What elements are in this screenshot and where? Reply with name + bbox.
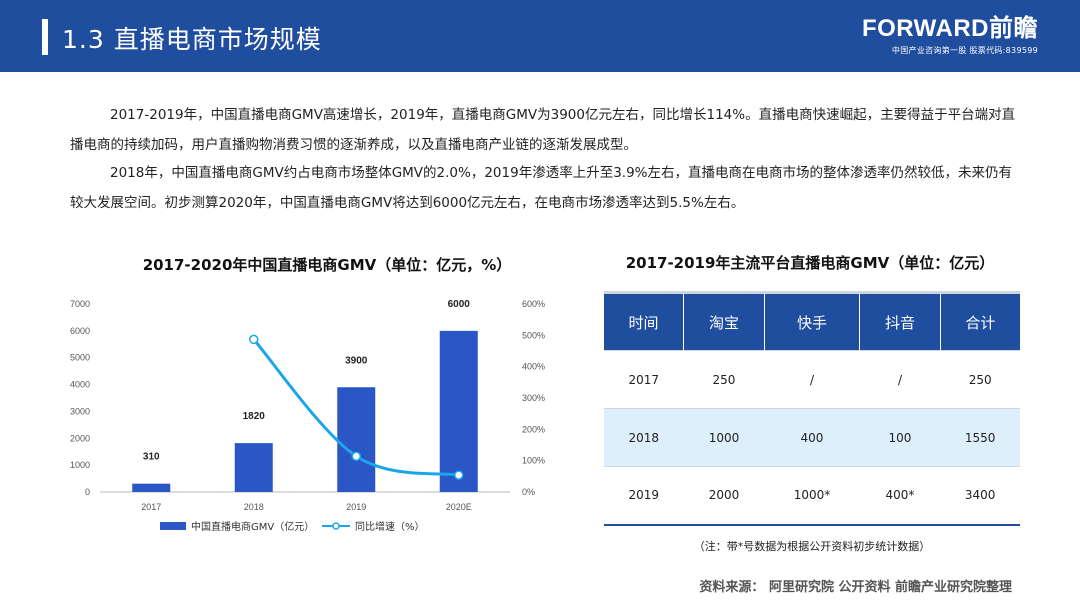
table-header-cell: 抖音 — [859, 292, 941, 351]
bar-data-label: 310 — [143, 452, 160, 463]
table-header-cell: 时间 — [604, 292, 684, 351]
x-tick-label: 2017 — [141, 502, 161, 512]
gmv-bar — [234, 443, 273, 492]
y-left-tick-label: 0 — [85, 487, 90, 497]
header-banner: 1.3 直播电商市场规模 FORWARD前瞻 中国产业咨询第一股 股票代码:83… — [0, 0, 1080, 72]
y-right-tick-label: 300% — [522, 393, 545, 403]
table-cell: 3400 — [940, 466, 1020, 526]
y-left-tick-label: 7000 — [70, 299, 90, 309]
table-header-cell: 淘宝 — [683, 292, 765, 351]
y-right-tick-label: 500% — [522, 330, 545, 340]
table-row: 2017 250 / / 250 — [604, 350, 1020, 409]
table-cell: 250 — [683, 350, 765, 409]
logo-tagline: 中国产业咨询第一股 股票代码:839599 — [891, 46, 1038, 55]
table-cell: 1000* — [764, 466, 860, 526]
table-cell: 2000 — [683, 466, 765, 526]
table-cell: / — [859, 350, 941, 409]
table-cell: 400* — [859, 466, 941, 526]
gmv-bar — [337, 387, 376, 492]
table-cell: 1550 — [940, 408, 1020, 467]
y-right-tick-label: 100% — [522, 456, 545, 466]
y-left-tick-label: 6000 — [70, 326, 90, 336]
table-footnote: （注：带*号数据为根据公开资料初步统计数据） — [693, 540, 931, 553]
table-header-cell: 快手 — [763, 292, 860, 351]
intro-paragraph-1: 2017-2019年，中国直播电商GMV高速增长，2019年，直播电商GMV为3… — [70, 107, 1016, 153]
table-cell: 100 — [859, 408, 941, 467]
intro-paragraph-2: 2018年，中国直播电商GMV约占电商市场整体GMV的2.0%，2019年渗透率… — [70, 165, 1012, 211]
chart-title: 2017-2020年中国直播电商GMV（单位：亿元，%） — [142, 256, 512, 274]
gmv-bar — [439, 330, 478, 492]
gmv-combo-chart: 0 1000 2000 3000 4000 5000 6000 7000 0% 100% 200% 3… — [70, 299, 545, 533]
logo-wordmark: FORWARD前瞻 — [861, 15, 1038, 42]
x-tick-label: 2019 — [346, 502, 366, 512]
y-right-tick-label: 0% — [522, 487, 535, 497]
gmv-bar — [132, 483, 171, 492]
source-citation: 资料来源： 阿里研究院 公开资料 前瞻产业研究院整理 — [699, 580, 1012, 595]
table-row: 2019 2000 1000* 400* 3400 — [604, 466, 1020, 526]
brand-logo: FORWARD前瞻 中国产业咨询第一股 股票代码:839599 — [862, 17, 1038, 56]
table-title: 2017-2019年主流平台直播电商GMV（单位：亿元） — [625, 254, 995, 272]
growth-rate-point — [454, 470, 464, 480]
y-left-tick-label: 3000 — [70, 406, 90, 416]
y-left-tick-label: 2000 — [70, 433, 90, 443]
table-cell: 400 — [764, 408, 860, 467]
growth-rate-point — [249, 334, 259, 345]
y-right-tick-label: 200% — [522, 424, 545, 434]
x-tick-label: 2020E — [446, 502, 472, 512]
bar-data-label: 6000 — [448, 299, 471, 310]
y-right-tick-label: 600% — [522, 299, 545, 309]
x-tick-label: 2018 — [244, 502, 264, 512]
platform-gmv-table: 时间 淘宝 快手 抖音 合计 2017 250 / / 250 2018 100… — [604, 291, 1020, 526]
bar-data-label: 1820 — [243, 411, 266, 422]
legend-line-marker — [332, 522, 340, 530]
table-header-cell: 合计 — [939, 292, 1020, 351]
table-cell: 2017 — [604, 350, 684, 409]
table-cell: 2018 — [604, 408, 684, 467]
table-header-row: 时间 淘宝 快手 抖音 合计 — [604, 292, 1020, 351]
y-left-tick-label: 5000 — [70, 353, 90, 363]
table-cell: 250 — [940, 350, 1020, 409]
legend-line-label: 同比增速（%） — [355, 520, 425, 533]
legend-bar-swatch — [160, 522, 186, 530]
y-left-tick-label: 1000 — [70, 460, 90, 470]
y-left-tick-label: 4000 — [70, 380, 90, 390]
page-title: 1.3 直播电商市场规模 — [62, 25, 322, 54]
growth-rate-point — [351, 451, 361, 462]
y-right-tick-label: 400% — [522, 362, 545, 372]
legend-bar-label: 中国直播电商GMV（亿元） — [191, 520, 314, 533]
table-cell: 2019 — [604, 466, 684, 526]
table-cell: 1000 — [683, 408, 765, 467]
table-row: 2018 1000 400 100 1550 — [604, 408, 1020, 467]
bar-data-label: 3900 — [345, 355, 368, 366]
header-accent-bar — [42, 19, 48, 55]
table-cell: / — [764, 350, 860, 409]
